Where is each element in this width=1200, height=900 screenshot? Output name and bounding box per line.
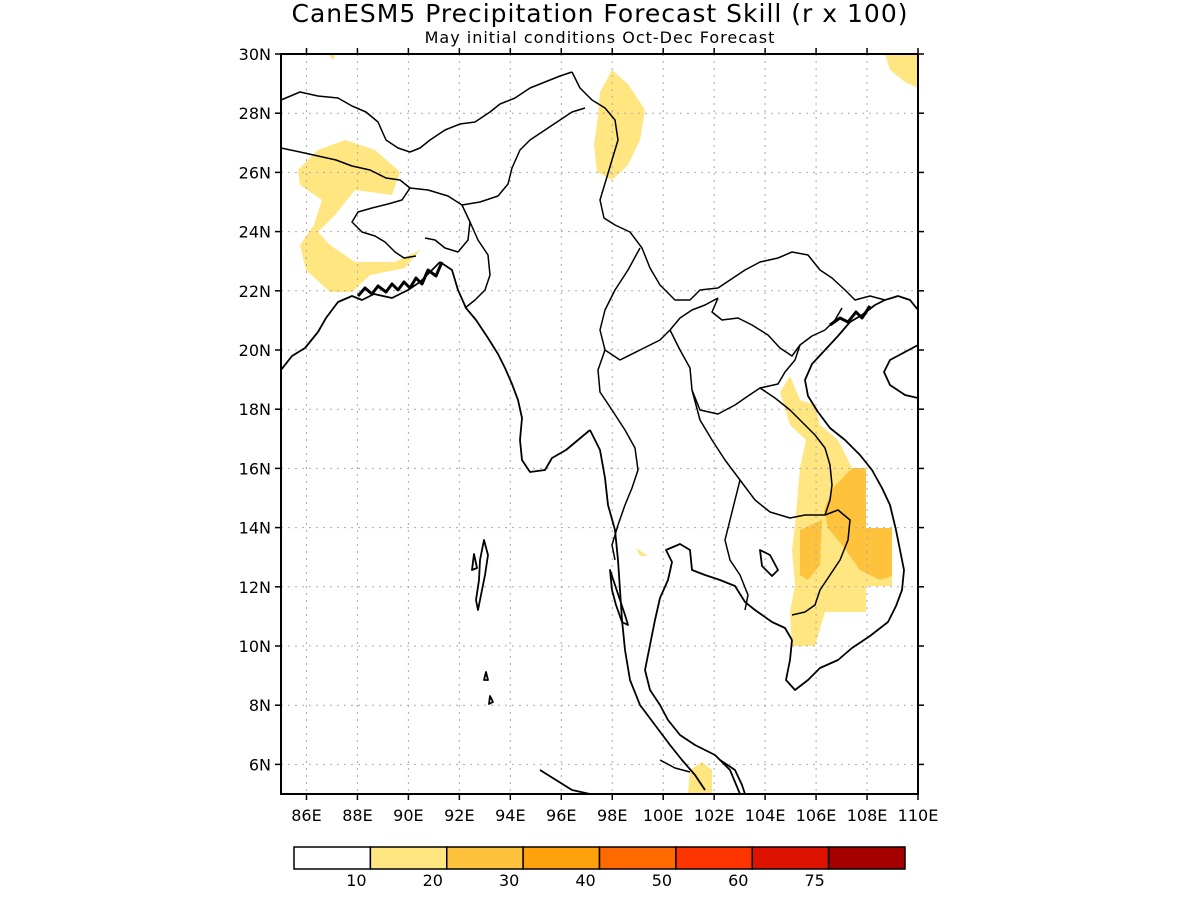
latitude-label: 18N — [239, 400, 271, 419]
legend-swatch — [598, 846, 677, 870]
border — [669, 329, 801, 415]
border — [597, 349, 639, 526]
latitude-label: 24N — [239, 223, 271, 242]
longitude-label: 106E — [796, 806, 837, 825]
latitude-label: 30N — [239, 45, 271, 64]
border — [711, 297, 826, 357]
legend-swatch — [293, 846, 372, 870]
skill-region — [824, 468, 892, 580]
coastline — [439, 261, 591, 473]
border — [464, 221, 491, 309]
longitude-label: 86E — [291, 806, 321, 825]
borders — [281, 71, 886, 773]
longitude-label: 110E — [898, 806, 939, 825]
border — [759, 387, 833, 516]
island — [471, 553, 478, 571]
coastline — [884, 295, 918, 311]
longitude-label: 94E — [495, 806, 525, 825]
latitude-label: 20N — [239, 341, 271, 360]
latitude-label: 12N — [239, 578, 271, 597]
longitude-label: 90E — [393, 806, 423, 825]
lake — [759, 549, 779, 577]
coastline — [539, 769, 591, 794]
graticule — [281, 54, 918, 794]
latitude-label: 6N — [249, 755, 271, 774]
longitude-label: 88E — [342, 806, 372, 825]
longitude-label: 92E — [444, 806, 474, 825]
legend-swatch — [369, 846, 448, 870]
longitude-label: 104E — [745, 806, 786, 825]
map-subtitle: May initial conditions Oct-Dec Forecast — [424, 28, 776, 47]
legend-colorbar — [293, 846, 906, 870]
latitude-label: 26N — [239, 163, 271, 182]
coastline — [281, 261, 441, 371]
legend-label: 10 — [346, 871, 366, 890]
coastline — [719, 759, 746, 794]
latitude-label: 28N — [239, 104, 271, 123]
legend-labels: 10 20 30 40 50 60 75 — [346, 871, 825, 890]
legend-label: 40 — [575, 871, 595, 890]
legend-label: 20 — [423, 871, 443, 890]
border — [599, 247, 719, 361]
border — [611, 524, 619, 561]
longitude-label: 96E — [546, 806, 576, 825]
legend-swatch — [827, 846, 906, 870]
skill-region — [328, 54, 336, 60]
map-frame — [280, 53, 919, 795]
coastline — [829, 305, 872, 327]
border — [824, 307, 843, 331]
legend-swatch — [751, 846, 830, 870]
longitude-label: 108E — [847, 806, 888, 825]
border — [691, 389, 825, 519]
border — [659, 759, 691, 773]
border — [409, 187, 471, 253]
latitude-label: 22N — [239, 282, 271, 301]
skill-shading — [298, 54, 918, 794]
island — [483, 671, 489, 681]
longitude-label: 102E — [694, 806, 735, 825]
longitude-labels: 86E 88E 90E 92E 94E 96E 98E 100E 102E 104E 106E 108… — [291, 806, 938, 825]
latitude-label: 10N — [239, 637, 271, 656]
coastline — [644, 543, 793, 794]
skill-region — [636, 548, 648, 556]
latitude-label: 14N — [239, 519, 271, 538]
map-title: CanESM5 Precipitation Forecast Skill (r … — [291, 0, 909, 28]
island — [609, 569, 629, 626]
legend-label: 60 — [728, 871, 748, 890]
latitude-label: 8N — [249, 696, 271, 715]
border — [461, 107, 586, 206]
coastline — [356, 261, 444, 297]
legend-label: 30 — [499, 871, 519, 890]
coastline — [785, 299, 905, 691]
legend-label: 50 — [652, 871, 672, 890]
axis-ticks — [275, 48, 924, 800]
longitude-label: 98E — [597, 806, 627, 825]
skill-region — [688, 762, 712, 794]
border — [791, 509, 851, 616]
skill-region — [298, 140, 420, 292]
longitude-label: 100E — [643, 806, 684, 825]
latitude-labels: 30N 28N 26N 24N 22N 20N 18N 16N 14N 12N 10N 8N 6N — [239, 45, 271, 774]
legend-swatch — [675, 846, 753, 870]
border — [281, 147, 417, 259]
coastline — [883, 344, 918, 399]
island — [488, 695, 494, 705]
coastline — [589, 429, 706, 791]
coastlines — [281, 71, 918, 794]
latitude-label: 16N — [239, 459, 271, 478]
skill-region — [885, 54, 918, 88]
border — [281, 71, 573, 153]
legend-label: 75 — [804, 871, 824, 890]
border — [571, 71, 886, 301]
border — [724, 479, 749, 611]
legend-swatch — [522, 846, 601, 870]
island — [475, 539, 489, 611]
skill-region — [594, 70, 645, 180]
legend-swatch — [446, 846, 524, 870]
